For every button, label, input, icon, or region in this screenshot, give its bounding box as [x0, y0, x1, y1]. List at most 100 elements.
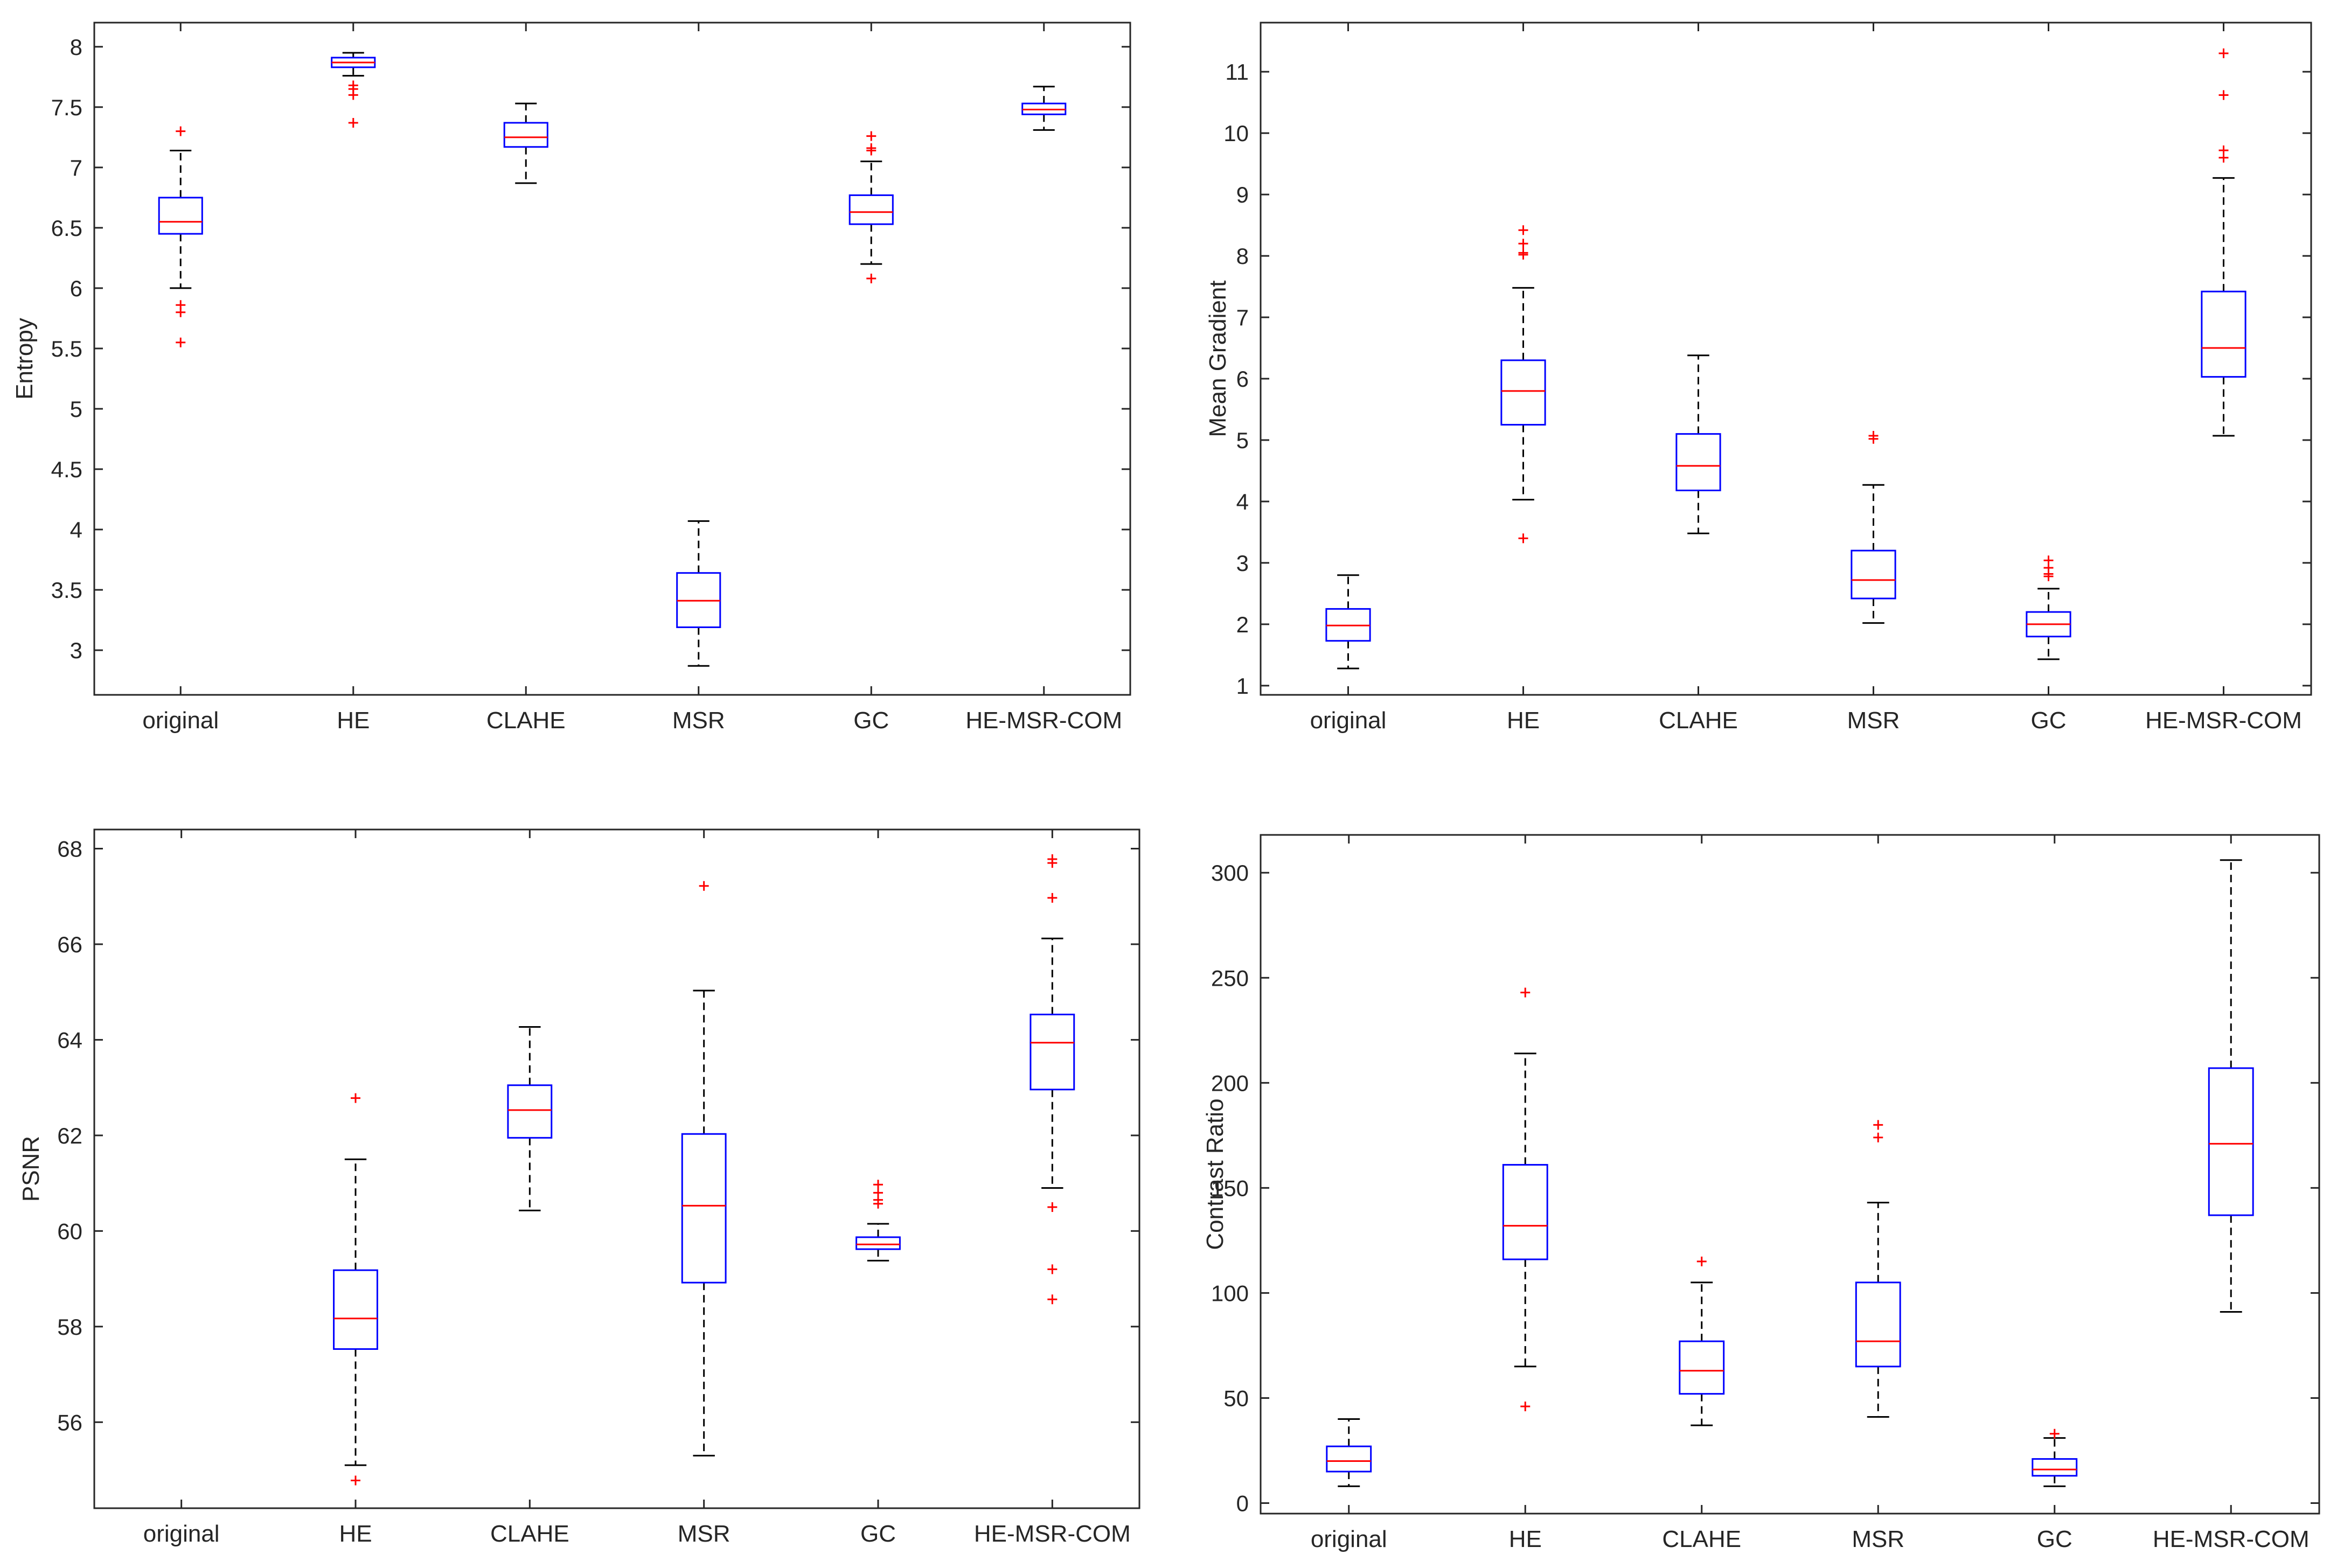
outlier-marker	[176, 307, 186, 317]
outlier-marker	[1868, 434, 1879, 444]
entropy-category-label: HE-MSR-COM	[965, 707, 1122, 734]
outlier-marker	[2218, 48, 2229, 58]
entropy-ytick-label: 6.5	[51, 215, 82, 241]
entropy-ytick-label: 6	[70, 276, 82, 301]
iqr-box	[2032, 1458, 2078, 1477]
outlier-marker	[2049, 1428, 2060, 1439]
mean-gradient-ytick-label: 1	[1236, 673, 1249, 699]
entropy-ytick-label: 7	[70, 155, 82, 180]
psnr-ytick-label: 58	[57, 1314, 82, 1340]
outlier-marker	[176, 337, 186, 347]
iqr-box	[1326, 1445, 1372, 1473]
mean-gradient-category-label: MSR	[1847, 707, 1900, 734]
contrast-ratio-ytick-label: 300	[1211, 860, 1249, 886]
entropy-category-label: GC	[853, 707, 889, 734]
contrast-ratio-ytick-label: 50	[1223, 1385, 1249, 1411]
iqr-box	[1502, 1163, 1548, 1260]
mean-gradient-box-gc	[2026, 555, 2071, 660]
entropy-box-he	[331, 52, 376, 128]
entropy-box-clahe	[503, 102, 548, 184]
psnr-category-label: GC	[860, 1521, 896, 1547]
psnr-box-he	[333, 1093, 378, 1486]
entropy-category-label: original	[142, 707, 219, 734]
contrast-ratio-ytick-label: 150	[1211, 1175, 1249, 1201]
outlier-marker	[1047, 1264, 1058, 1274]
outlier-marker	[1518, 225, 1528, 235]
entropy-category-label: MSR	[672, 707, 725, 734]
psnr-category-label: CLAHE	[490, 1521, 569, 1547]
outlier-marker	[1047, 1202, 1058, 1212]
iqr-box	[503, 122, 548, 148]
outlier-marker	[1873, 1132, 1883, 1142]
contrast-ratio-box-he	[1502, 987, 1548, 1412]
entropy-ytick-label: 5.5	[51, 336, 82, 361]
contrast-ratio-box-he-msr-com	[2208, 859, 2254, 1313]
iqr-box	[158, 197, 203, 235]
mean-gradient-ytick-label: 3	[1236, 550, 1249, 576]
entropy-axes-frame	[93, 22, 1131, 696]
mean-gradient-ytick-label: 2	[1236, 612, 1249, 637]
entropy-category-label: CLAHE	[486, 707, 566, 734]
mean-gradient-box-original	[1325, 574, 1371, 670]
outlier-marker	[2218, 152, 2229, 163]
outlier-marker	[1520, 987, 1531, 998]
entropy-category-label: HE	[337, 707, 370, 734]
outlier-marker	[1518, 249, 1528, 260]
mean-gradient-category-label: CLAHE	[1659, 707, 1738, 734]
mean-gradient-ytick-label: 8	[1236, 243, 1249, 269]
outlier-marker	[1520, 1402, 1531, 1412]
iqr-box	[855, 1236, 901, 1250]
iqr-box	[1855, 1281, 1901, 1368]
mean-gradient-ylabel: Mean Gradient	[1205, 280, 1231, 437]
contrast-ratio-box-msr	[1855, 1120, 1901, 1418]
mean-gradient-category-label: HE	[1507, 707, 1540, 734]
outlier-marker	[866, 131, 877, 141]
psnr-box-he-msr-com	[1030, 854, 1075, 1305]
outlier-marker	[1873, 1120, 1883, 1130]
iqr-box	[2201, 290, 2246, 378]
outlier-marker	[351, 1093, 360, 1103]
contrast-ratio-category-label: MSR	[1852, 1526, 1904, 1552]
contrast-ratio-ytick-label: 250	[1211, 965, 1249, 991]
mean-gradient-ytick-label: 4	[1236, 489, 1249, 514]
iqr-box	[1675, 433, 1721, 491]
entropy-box-original	[158, 126, 203, 347]
entropy-ytick-label: 3.5	[51, 577, 82, 603]
psnr-box-msr	[681, 881, 727, 1457]
mean-gradient-ytick-label: 7	[1236, 305, 1249, 330]
outlier-marker	[351, 1475, 360, 1486]
entropy-ytick-label: 5	[70, 396, 82, 422]
mean-gradient-panel: 1 2 3 4 5 6 7 8 9 10 11 Mean Gradient original HE CLAH…	[1205, 22, 2312, 734]
contrast-ratio-box-original	[1326, 1418, 1372, 1487]
iqr-box	[1030, 1013, 1075, 1091]
entropy-box-gc	[848, 131, 894, 284]
outlier-marker	[1047, 858, 1058, 868]
psnr-ytick-label: 68	[57, 836, 82, 861]
iqr-box	[1851, 549, 1896, 600]
entropy-ytick-label: 4.5	[51, 457, 82, 482]
outlier-marker	[1047, 1294, 1058, 1305]
psnr-box-gc	[855, 1180, 901, 1262]
psnr-ytick-label: 60	[57, 1218, 82, 1244]
psnr-ytick-label: 62	[57, 1123, 82, 1148]
mean-gradient-ytick-label: 9	[1236, 182, 1249, 207]
psnr-ytick-label: 66	[57, 932, 82, 957]
outlier-marker	[699, 881, 709, 891]
mean-gradient-axes-frame	[1260, 22, 2312, 696]
mean-gradient-category-label: original	[1310, 707, 1387, 734]
contrast-ratio-category-label: original	[1311, 1526, 1387, 1552]
outlier-marker	[1047, 893, 1058, 903]
outlier-marker	[2218, 90, 2229, 100]
outlier-marker	[1518, 239, 1528, 249]
contrast-ratio-axes-frame	[1260, 834, 2320, 1515]
contrast-ratio-box-gc	[2032, 1428, 2078, 1487]
mean-gradient-category-label: GC	[2031, 707, 2067, 734]
iqr-box	[333, 1269, 378, 1350]
contrast-ratio-category-label: HE	[1509, 1526, 1542, 1552]
outlier-marker	[1696, 1256, 1707, 1266]
psnr-category-label: HE-MSR-COM	[974, 1521, 1131, 1547]
psnr-panel: 56 58 60 62 64 66 68 PSNR original HE CLAHE MSR GC HE…	[18, 828, 1140, 1547]
contrast-ratio-ytick-label: 100	[1211, 1280, 1249, 1306]
outlier-marker	[873, 1180, 883, 1190]
